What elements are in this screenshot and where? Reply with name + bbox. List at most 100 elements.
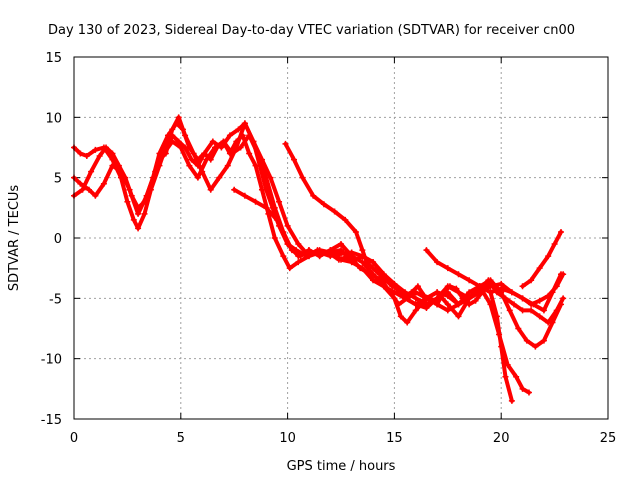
data-point (455, 313, 462, 320)
data-point (444, 292, 451, 299)
data-point (412, 307, 419, 314)
data-point (523, 337, 530, 344)
data-point (423, 247, 430, 254)
data-point (498, 285, 505, 292)
data-point (466, 301, 473, 308)
data-point (280, 253, 287, 260)
data-point (263, 204, 270, 211)
data-point (536, 265, 543, 272)
data-point (305, 247, 312, 254)
data-point (528, 277, 535, 284)
data-point (404, 319, 411, 326)
data-point (124, 198, 131, 205)
data-point (427, 295, 434, 302)
data-point (295, 259, 302, 266)
data-point (258, 156, 265, 163)
data-point (423, 304, 430, 311)
x-tick-label: 15 (386, 431, 403, 446)
data-point (370, 259, 377, 266)
data-point (549, 319, 556, 326)
data-point (295, 241, 302, 248)
data-point (455, 271, 462, 278)
data-point (525, 389, 532, 396)
data-point (100, 180, 107, 187)
data-point (560, 295, 567, 302)
x-axis-title: GPS time / hours (287, 459, 396, 474)
data-point (370, 277, 377, 284)
data-point (540, 337, 547, 344)
data-point (519, 307, 526, 314)
data-point (295, 253, 302, 260)
y-tick-label: -5 (49, 292, 62, 307)
data-point (162, 150, 169, 157)
data-point (186, 162, 193, 169)
data-point (182, 132, 189, 139)
data-point (487, 289, 494, 296)
data-point (487, 277, 494, 284)
data-point (412, 295, 419, 302)
data-point (446, 283, 453, 290)
data-point (502, 373, 509, 380)
data-point (271, 204, 278, 211)
data-point (402, 292, 409, 299)
data-point (310, 192, 317, 199)
data-point (175, 114, 182, 121)
data-point (291, 156, 298, 163)
x-tick-label: 0 (70, 431, 78, 446)
data-point (241, 120, 248, 127)
data-point (348, 253, 355, 260)
x-tick-label: 20 (493, 431, 510, 446)
data-point (536, 297, 543, 304)
x-tick-label: 5 (177, 431, 185, 446)
data-point (532, 343, 539, 350)
data-point (224, 162, 231, 169)
data-point (338, 256, 344, 263)
data-point (209, 138, 216, 145)
data-point (77, 150, 84, 157)
data-point (220, 138, 227, 145)
data-point (545, 292, 552, 299)
data-point (545, 253, 552, 260)
data-point (141, 210, 148, 217)
data-point (143, 192, 150, 199)
data-point (190, 150, 197, 157)
data-point (478, 289, 485, 296)
data-point (453, 285, 460, 292)
data-point (472, 297, 479, 304)
data-point (434, 289, 441, 296)
data-point (395, 285, 402, 292)
data-point (363, 259, 370, 266)
data-point (382, 277, 389, 284)
data-point (370, 271, 377, 278)
data-point (203, 156, 210, 163)
data-point (551, 241, 558, 248)
data-point (352, 228, 359, 235)
data-point (252, 198, 259, 205)
data-point (536, 313, 543, 320)
data-point (519, 283, 526, 290)
data-point (338, 241, 344, 248)
data-point (188, 156, 195, 163)
data-point (211, 144, 218, 151)
data-point (299, 174, 306, 181)
data-point (194, 174, 201, 181)
data-point (109, 162, 116, 169)
data-point (444, 265, 451, 272)
data-point (540, 307, 547, 314)
data-point (508, 289, 515, 296)
data-point (380, 283, 387, 290)
data-point (152, 168, 159, 175)
data-point (444, 307, 451, 314)
data-point (466, 295, 473, 302)
data-point (273, 216, 280, 223)
data-point (519, 385, 526, 392)
data-point (267, 174, 274, 181)
data-point (370, 265, 377, 272)
data-point (560, 271, 567, 278)
data-point (233, 144, 240, 151)
data-point (130, 216, 137, 223)
data-point (511, 301, 518, 308)
data-point (506, 307, 513, 314)
data-point (327, 247, 334, 254)
